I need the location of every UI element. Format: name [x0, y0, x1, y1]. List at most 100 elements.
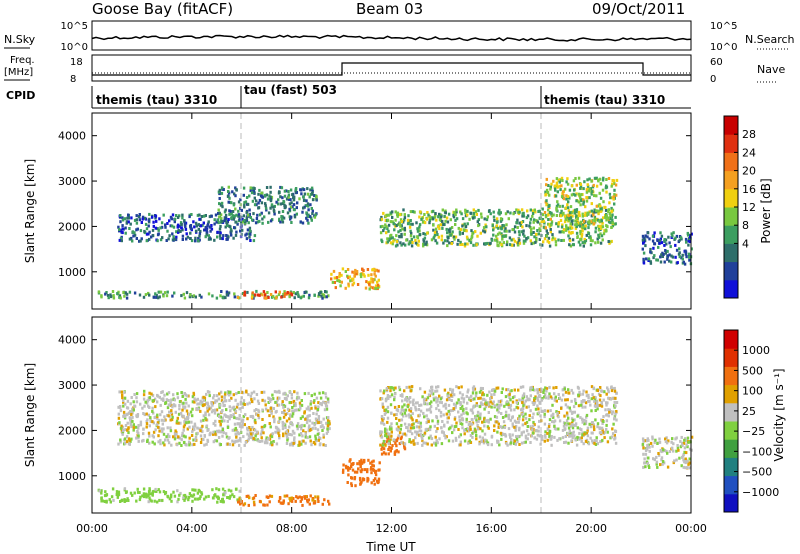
- heatmap-cell: [605, 419, 609, 423]
- heatmap-cell: [109, 500, 112, 504]
- heatmap-cell: [327, 499, 330, 503]
- heatmap-cell: [125, 296, 129, 300]
- heatmap-cell: [444, 209, 447, 213]
- heatmap-cell: [543, 221, 546, 225]
- heatmap-cell: [613, 400, 616, 404]
- heatmap-cell: [569, 409, 572, 413]
- heatmap-cell: [561, 192, 564, 196]
- heatmap-cell: [557, 224, 560, 228]
- heatmap-cell: [237, 417, 241, 421]
- heatmap-cell: [386, 410, 390, 414]
- heatmap-cell: [216, 218, 220, 222]
- heatmap-cell: [492, 388, 496, 392]
- heatmap-cell: [543, 225, 546, 229]
- heatmap-cell: [399, 241, 402, 245]
- heatmap-cell: [356, 283, 360, 286]
- heatmap-cell: [152, 430, 156, 434]
- heatmap-cell: [420, 403, 423, 407]
- heatmap-cell: [489, 397, 492, 400]
- heatmap-cell: [521, 418, 525, 422]
- heatmap-cell: [597, 212, 600, 216]
- heatmap-cell: [530, 434, 533, 438]
- heatmap-cell: [471, 431, 474, 435]
- heatmap-cell: [393, 452, 397, 456]
- heatmap-cell: [585, 390, 588, 394]
- heatmap-cell: [370, 481, 373, 485]
- heatmap-cell: [541, 435, 544, 438]
- heatmap-cell: [398, 388, 402, 392]
- heatmap-cell: [254, 421, 257, 425]
- heatmap-cell: [430, 437, 434, 441]
- heatmap-cell: [382, 391, 385, 395]
- heatmap-cell: [516, 226, 519, 229]
- colorbar-tick-label: 12: [742, 201, 756, 214]
- heatmap-cell: [198, 217, 201, 221]
- heatmap-cell: [385, 435, 389, 439]
- heatmap-cell: [682, 441, 686, 445]
- heatmap-cell: [543, 439, 546, 443]
- heatmap-cell: [493, 392, 496, 396]
- heatmap-cell: [178, 407, 181, 411]
- heatmap-cell: [315, 197, 318, 201]
- heatmap-cell: [515, 435, 518, 439]
- heatmap-cell: [502, 224, 506, 228]
- heatmap-cell: [263, 503, 266, 507]
- heatmap-cell: [399, 411, 402, 415]
- heatmap-cell: [585, 413, 589, 417]
- heatmap-cell: [582, 202, 585, 206]
- heatmap-cell: [383, 412, 387, 416]
- heatmap-cell: [223, 395, 226, 399]
- heatmap-cell: [118, 228, 121, 231]
- heatmap-cell: [131, 239, 134, 243]
- heatmap-cell: [607, 210, 610, 213]
- heatmap-cell: [386, 218, 390, 222]
- heatmap-cell: [403, 228, 406, 232]
- heatmap-cell: [536, 390, 540, 394]
- heatmap-cell: [556, 438, 559, 442]
- heatmap-cell: [382, 439, 386, 443]
- heatmap-cell: [281, 210, 285, 213]
- heatmap-cell: [311, 189, 314, 193]
- heatmap-cell: [239, 215, 242, 219]
- heatmap-cell: [548, 385, 551, 389]
- heatmap-cell: [175, 432, 178, 436]
- heatmap-cell: [581, 241, 584, 245]
- heatmap-cell: [269, 442, 272, 446]
- heatmap-cell: [127, 213, 130, 217]
- heatmap-cell: [445, 398, 449, 402]
- heatmap-cell: [269, 425, 272, 429]
- heatmap-cell: [659, 448, 662, 452]
- heatmap-cell: [252, 437, 255, 440]
- heatmap-cell: [598, 191, 601, 195]
- heatmap-cell: [150, 235, 153, 239]
- heatmap-cell: [207, 237, 211, 241]
- heatmap-cell: [327, 400, 330, 404]
- heatmap-cell: [193, 225, 196, 229]
- heatmap-cell: [509, 441, 513, 445]
- heatmap-cell: [194, 221, 198, 225]
- heatmap-cell: [161, 390, 164, 394]
- heatmap-cell: [126, 216, 129, 220]
- heatmap-cell: [432, 396, 435, 400]
- heatmap-cell: [596, 401, 599, 405]
- heatmap-cell: [262, 503, 265, 507]
- velocity-ylabel: Slant Range [km]: [23, 363, 37, 467]
- heatmap-cell: [359, 275, 363, 279]
- heatmap-cell: [256, 293, 260, 297]
- heatmap-cell: [584, 401, 588, 405]
- heatmap-cell: [678, 247, 681, 251]
- heatmap-cell: [162, 490, 166, 494]
- heatmap-cell: [323, 408, 327, 412]
- heatmap-cell: [452, 407, 455, 411]
- heatmap-cell: [584, 224, 587, 228]
- heatmap-cell: [513, 225, 517, 229]
- heatmap-cell: [240, 500, 243, 503]
- heatmap-cell: [117, 416, 121, 420]
- heatmap-cell: [397, 434, 400, 438]
- heatmap-cell: [518, 210, 521, 214]
- heatmap-cell: [531, 214, 534, 218]
- heatmap-cell: [265, 193, 268, 197]
- heatmap-cell: [548, 418, 552, 422]
- heatmap-cell: [97, 290, 101, 294]
- heatmap-cell: [687, 239, 690, 243]
